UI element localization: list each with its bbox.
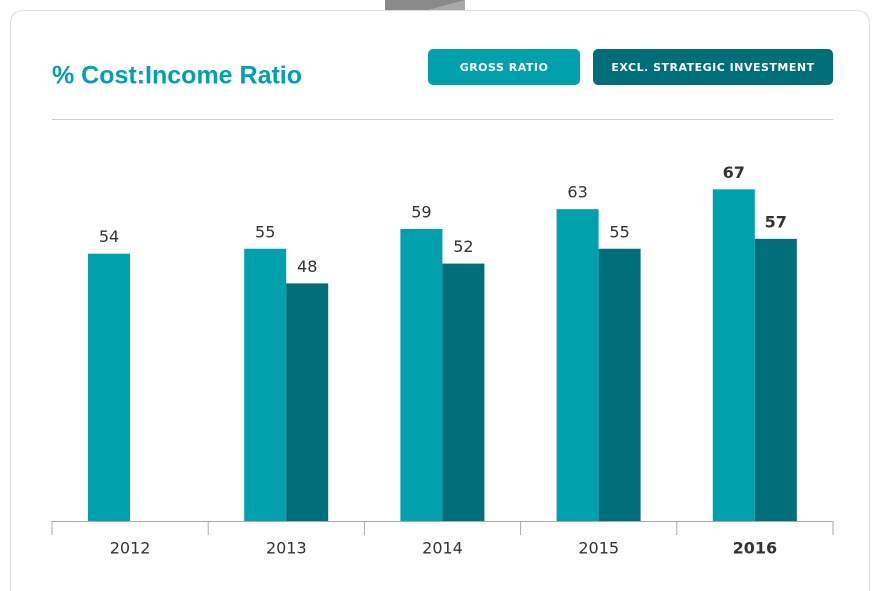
top-tab-shade	[420, 0, 465, 12]
bar	[598, 248, 641, 521]
bar	[754, 238, 797, 521]
bar	[286, 283, 329, 521]
value-label: 67	[723, 163, 745, 182]
value-label: 59	[411, 202, 431, 221]
x-tick-label: 2016	[733, 539, 778, 558]
value-label: 55	[609, 222, 629, 241]
value-label: 55	[255, 222, 275, 241]
bar	[442, 263, 485, 521]
bar	[88, 253, 130, 521]
value-label: 63	[567, 183, 587, 202]
legend-button[interactable]	[593, 49, 833, 85]
x-tick-label: 2014	[422, 539, 463, 558]
legend-label: EXCL. STRATEGIC INVESTMENT	[611, 61, 814, 74]
bar	[556, 209, 599, 521]
chart-title: % Cost:Income Ratio	[52, 62, 302, 90]
legend-button[interactable]	[428, 49, 580, 85]
bar	[712, 189, 755, 521]
bar	[244, 248, 287, 521]
legend-label: GROSS RATIO	[460, 61, 549, 74]
value-label: 48	[297, 257, 317, 276]
value-label: 52	[453, 237, 473, 256]
value-label: 57	[765, 212, 787, 231]
x-tick-label: 2013	[266, 539, 307, 558]
bar	[400, 228, 443, 521]
x-tick-label: 2015	[578, 539, 619, 558]
x-tick-label: 2012	[110, 539, 151, 558]
value-label: 54	[99, 227, 119, 246]
